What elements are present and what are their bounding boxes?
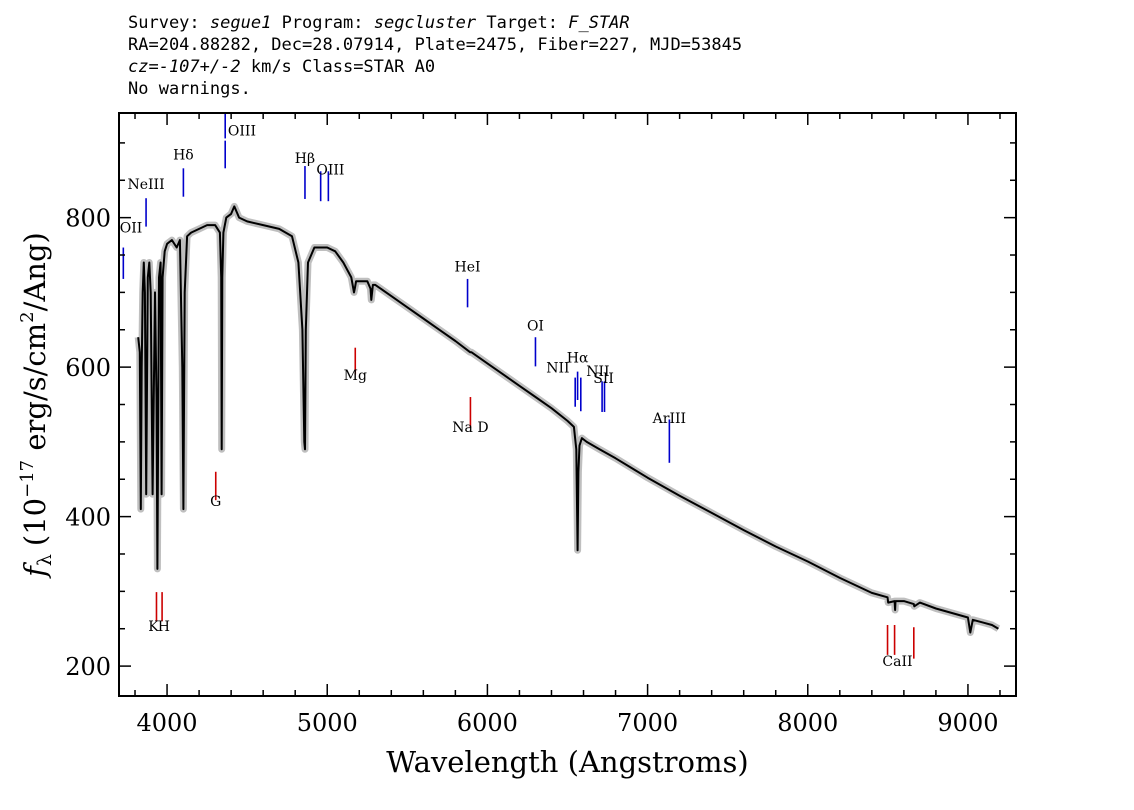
spectral-line-label: Hβ <box>295 151 315 167</box>
y-tick-label: 200 <box>65 653 111 681</box>
y-tick-label: 800 <box>65 205 111 233</box>
warnings-line: No warnings. <box>128 79 251 99</box>
spectral-line-label: NII <box>564 804 587 810</box>
y-tick-label: 400 <box>65 504 111 532</box>
ylabel-sub: λ <box>34 554 56 566</box>
header-line-3: cz=-107+/-2 km/s Class=STAR A0 <box>128 56 742 78</box>
ylabel-exp1: −17 <box>17 460 38 498</box>
flux-line <box>137 205 999 634</box>
x-tick-label: 7000 <box>617 709 678 737</box>
redshift-value: cz=-107+/-2 <box>128 57 241 77</box>
x-tick-label: 8000 <box>777 709 838 737</box>
spectral-line-label: SII <box>592 804 613 810</box>
target-value: F_STAR <box>568 13 630 33</box>
plot-area: OIINeIIIHδOIIIHβOIIIHeIOINIIHαSIIArIIIMg… <box>120 113 1001 810</box>
program-label: Program: <box>281 13 364 33</box>
spectral-line-label: CaII <box>882 654 912 670</box>
plot-frame <box>118 112 1017 697</box>
target-label: Target: <box>486 13 558 33</box>
ylabel-mid: erg/s/cm <box>18 323 52 460</box>
spectral-line-label: OIII <box>316 162 344 178</box>
survey-value: segue1 <box>209 13 272 33</box>
spectral-line-label: ArIII <box>652 411 686 427</box>
x-tick-label: 9000 <box>937 709 998 737</box>
spectral-line-label: Na D <box>452 420 488 436</box>
spectral-line-label: OII <box>120 221 143 237</box>
header-line-2: RA=204.88282, Dec=28.07914, Plate=2475, … <box>128 35 743 55</box>
y-tick-label: 600 <box>65 354 111 382</box>
spectral-line-label: K <box>148 619 159 635</box>
class-value: km/s Class=STAR A0 <box>250 57 436 77</box>
header-line-1: Survey: segue1 Program: segcluster Targe… <box>128 12 742 34</box>
spectral-line-label: NII <box>546 360 569 376</box>
spectral-line-label: Hα <box>567 351 589 367</box>
spectral-line-label: OIII <box>307 804 335 810</box>
spectrum-header: Survey: segue1 Program: segcluster Targe… <box>128 12 742 100</box>
plot-content: OIINeIIIHδOIIIHβOIIIHeIOINIIHαSIIArIIIMg… <box>120 113 1001 810</box>
x-tick-label: 4000 <box>137 709 198 737</box>
x-tick-label: 6000 <box>457 709 518 737</box>
spectral-line-label: Hδ <box>173 147 194 163</box>
spectral-line-label: Mg <box>344 368 367 384</box>
ylabel-exp2: 2 <box>17 311 38 322</box>
axis-ticks: 4000 5000 6000 7000 8000 9000 200 400 600 800 <box>65 113 1016 737</box>
program-value: segcluster <box>373 13 477 33</box>
spectral-line-label: OI <box>527 319 544 335</box>
survey-label: Survey: <box>128 13 200 33</box>
error-band <box>134 202 1001 636</box>
spectral-line-label: G <box>210 494 221 510</box>
y-axis-label: fλ(10−17 erg/s/cm2/Ang) <box>17 232 56 579</box>
spectral-line-label: SII <box>593 371 614 387</box>
x-axis-label: Wavelength (Angstroms) <box>386 745 748 779</box>
spectral-line-label: NII <box>586 364 609 380</box>
ylabel-pre: (10 <box>18 498 52 546</box>
ylabel-post: /Ang) <box>18 232 52 311</box>
x-tick-label: 5000 <box>297 709 358 737</box>
spectral-line-label: H <box>158 619 170 635</box>
spectral-line-label: NeIII <box>127 177 164 193</box>
spectral-line-label: OIII <box>228 123 256 139</box>
spectral-line-label: HeI <box>455 259 481 275</box>
